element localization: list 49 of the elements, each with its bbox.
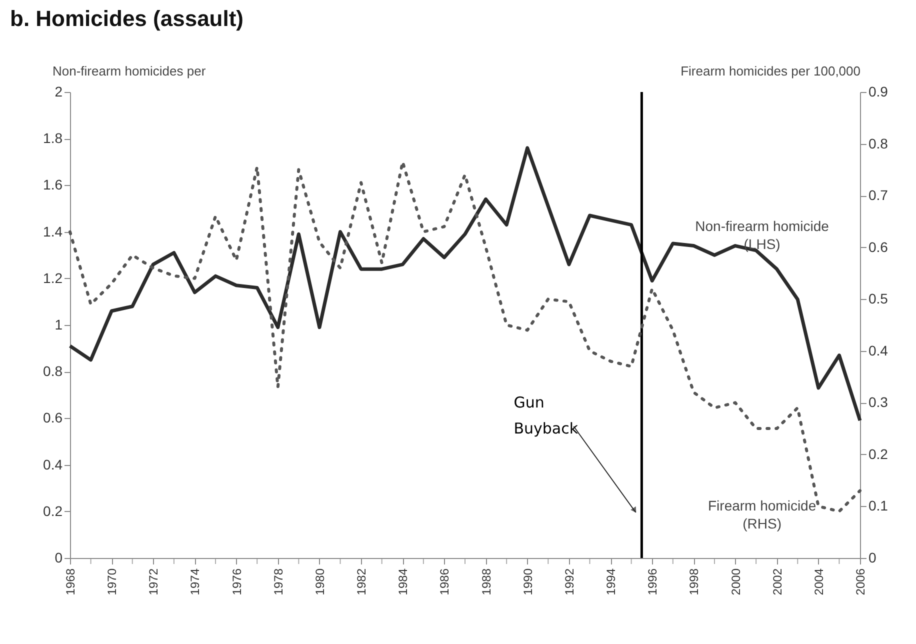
y-tick-label: 0.4	[43, 456, 63, 472]
x-tick-label: 1980	[312, 568, 327, 596]
y2-tick-label: 0.2	[868, 446, 888, 462]
y-tick-label: 1.8	[43, 130, 63, 146]
y2-tick-label: 0.9	[868, 84, 888, 100]
series-label: Firearm homicide (RHS)	[708, 498, 816, 532]
x-tick-label: 1992	[562, 568, 576, 596]
x-tick-label: 2006	[854, 568, 868, 596]
y-tick-label: 0.2	[43, 502, 63, 519]
y2-tick-label: 0	[868, 550, 876, 566]
y-tick-label: 1.2	[43, 270, 63, 286]
x-tick-label: 1988	[479, 568, 494, 596]
y-tick-label: 0	[54, 550, 63, 566]
ref-line-label: Gun Buyback	[514, 393, 578, 438]
y2-tick-label: 0.1	[868, 498, 888, 514]
series-label: Non-firearm homicide (LHS)	[695, 218, 830, 252]
y2-tick-label: 0.6	[868, 238, 888, 255]
y2-axis-title: Firearm homicides per 100,000	[680, 64, 860, 78]
x-tick-label: 1982	[354, 568, 369, 596]
y2-tick-label: 0.4	[868, 342, 888, 358]
line-series	[68, 160, 862, 513]
x-tick-label: 2002	[770, 568, 784, 596]
y-tick-label: 1	[54, 316, 63, 332]
x-tick-label: 1974	[188, 568, 202, 596]
chart-title: b. Homicides (assault)	[10, 6, 244, 31]
x-tick-label: 1978	[271, 568, 286, 596]
y-tick-label: 0.6	[43, 410, 63, 426]
y-axis-title: Non-firearm homicides per	[52, 64, 206, 78]
y2-tick-label: 0.5	[868, 290, 888, 307]
x-tick-label: 1994	[604, 568, 618, 596]
y-tick-label: 2	[54, 84, 63, 100]
x-tick-label: 1976	[230, 568, 244, 596]
y-tick-label: 1.4	[43, 223, 63, 240]
x-tick-label: 2000	[728, 568, 743, 596]
x-tick-label: 1990	[520, 568, 535, 596]
x-tick-label: 1984	[396, 568, 410, 596]
y2-tick-label: 0.3	[868, 394, 888, 410]
y2-tick-label: 0.8	[868, 135, 888, 152]
x-tick-label: 1986	[438, 568, 452, 596]
x-tick-label: 1972	[146, 568, 161, 596]
x-tick-label: 1998	[687, 568, 702, 596]
x-tick-label: 1970	[105, 568, 120, 596]
x-tick-label: 1968	[64, 568, 78, 596]
y2-tick-label: 0.7	[868, 187, 888, 204]
x-tick-label: 1996	[646, 568, 660, 596]
x-tick-label: 2004	[812, 568, 826, 596]
line-series	[68, 146, 862, 422]
y-tick-label: 0.8	[43, 363, 63, 380]
y-tick-label: 1.6	[43, 176, 63, 193]
